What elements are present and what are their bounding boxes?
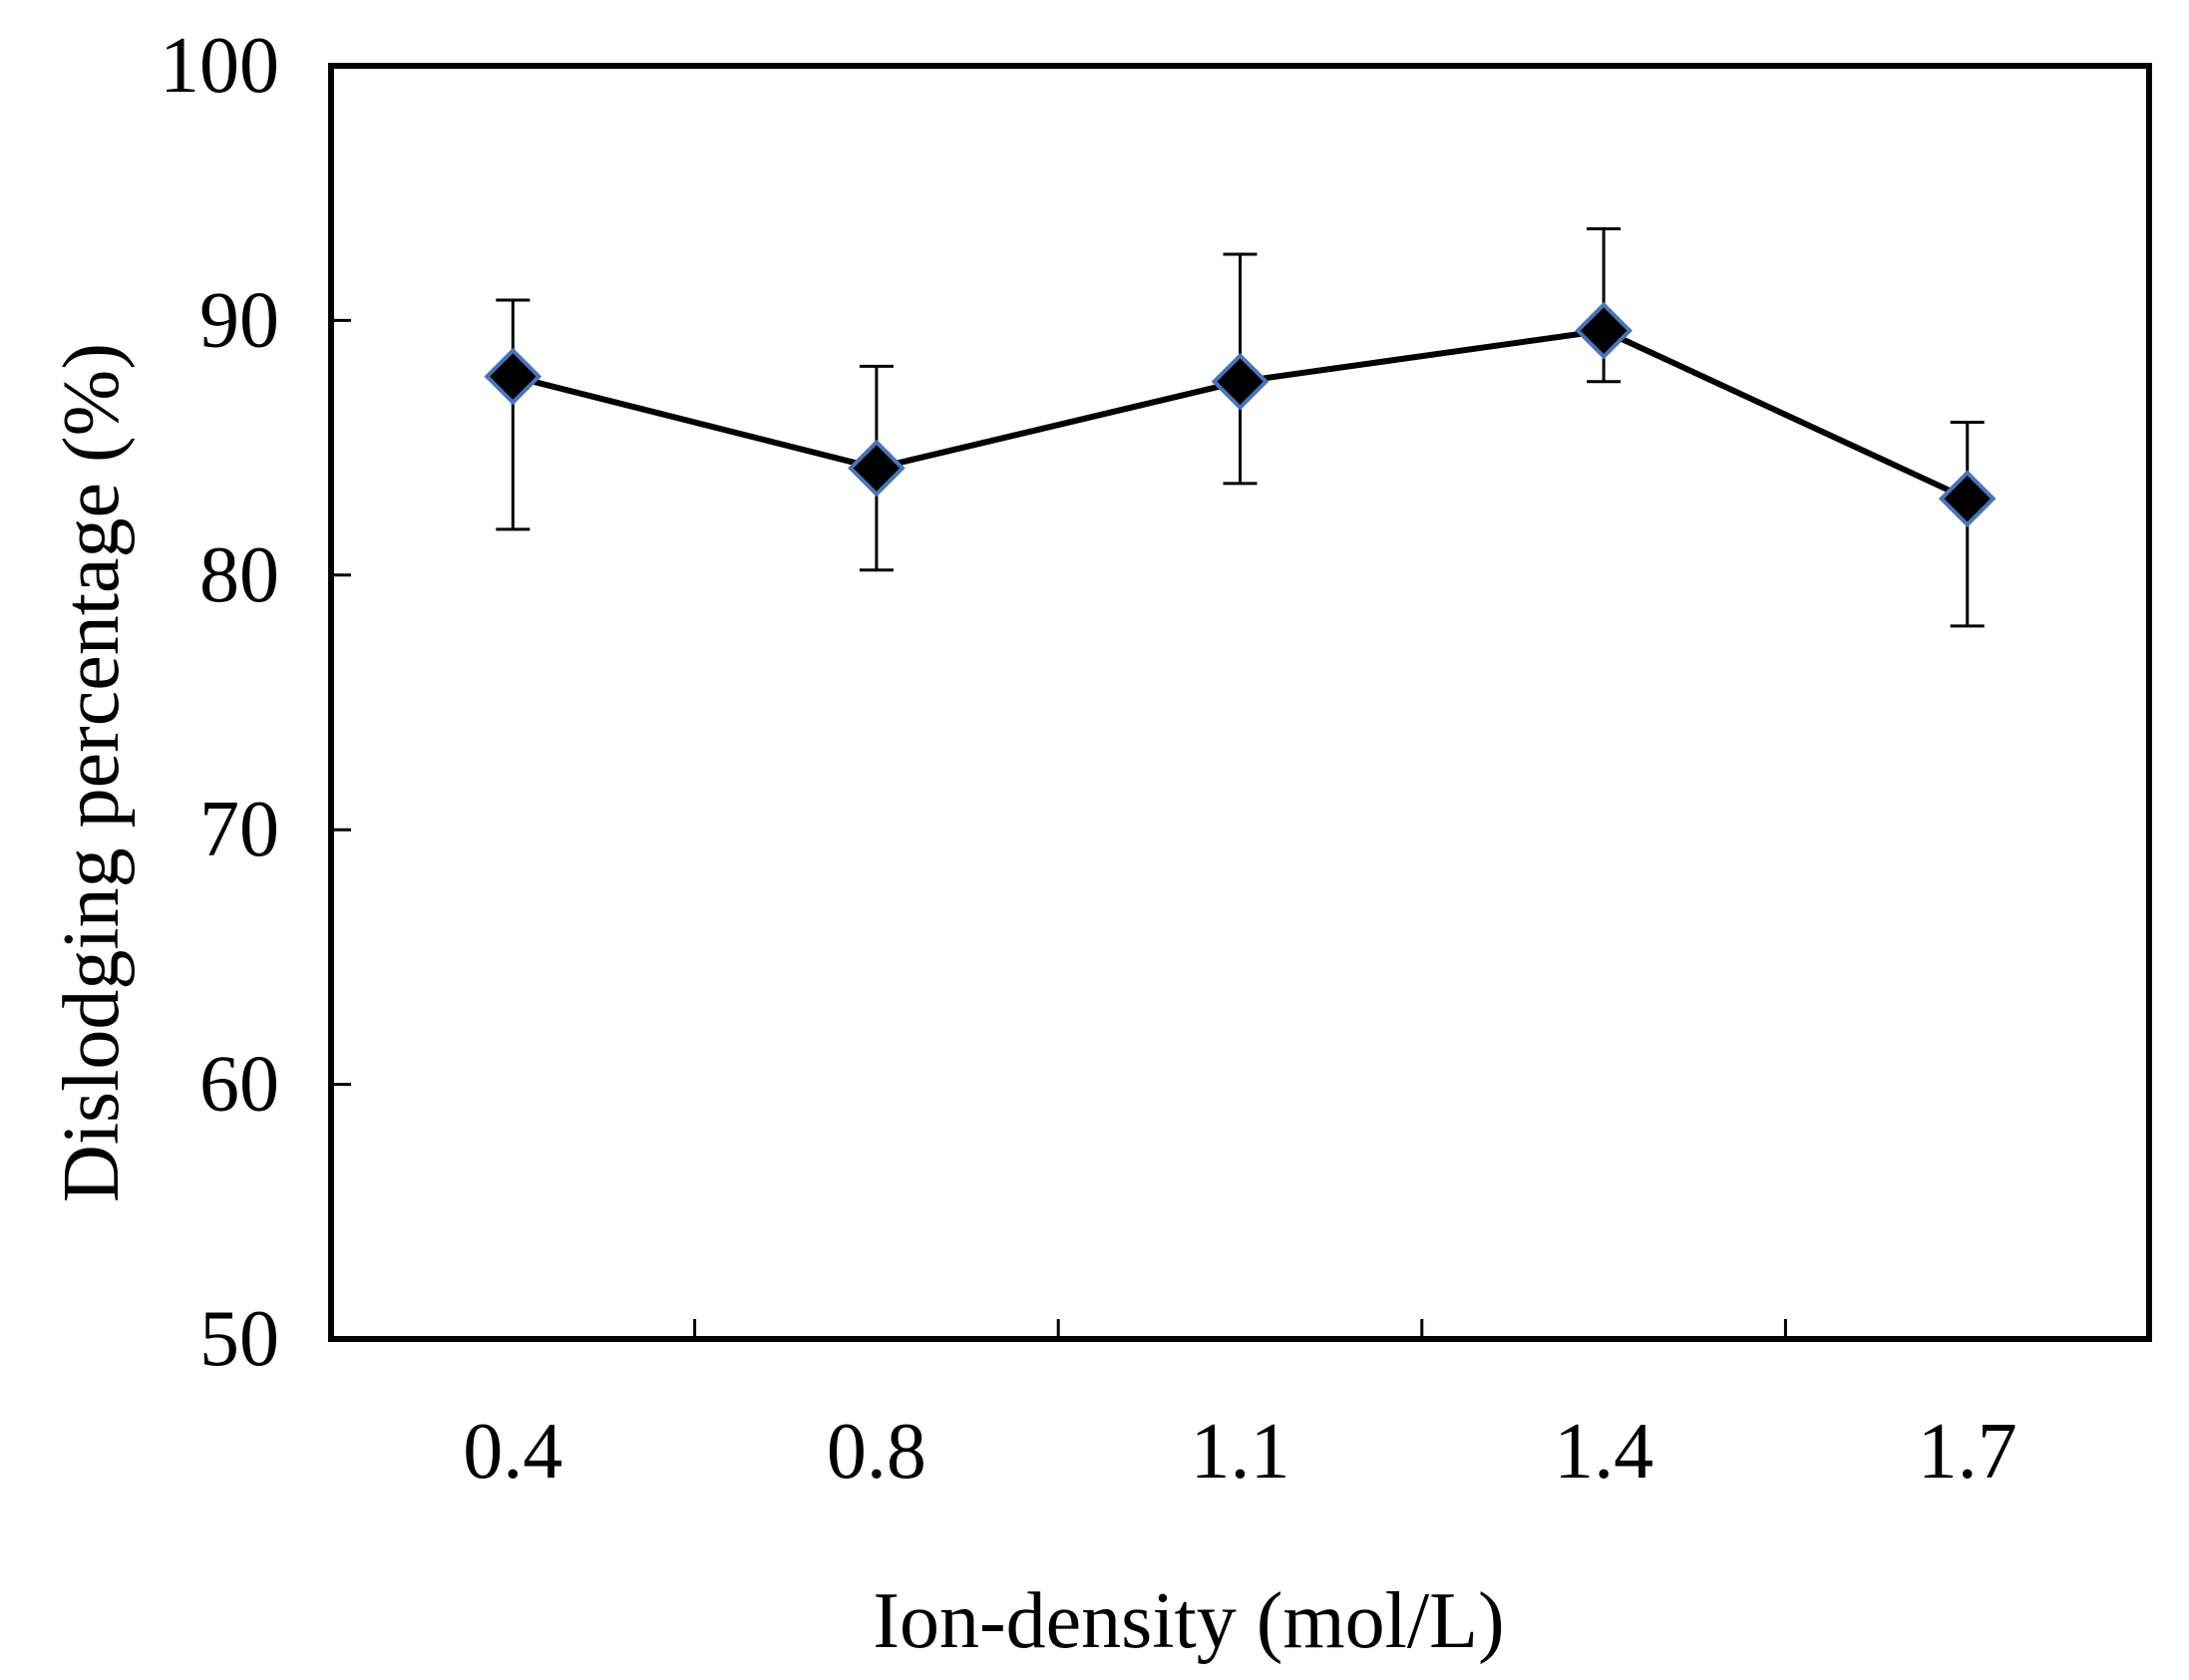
plot-area-frame	[328, 63, 2152, 1342]
x-tick-label: 1.7	[1918, 1408, 2017, 1496]
x-tick-label: 1.1	[1191, 1408, 1290, 1496]
y-axis-title: Dislodging percentage (%)	[48, 343, 136, 1202]
series-group	[484, 226, 1997, 628]
data-point-marker	[848, 439, 906, 498]
data-point-marker	[1575, 301, 1633, 360]
data-point-marker	[484, 347, 543, 406]
data-point-marker	[1211, 352, 1270, 411]
x-tick-label: 0.4	[463, 1408, 562, 1496]
y-tick-label: 70	[199, 786, 279, 873]
x-axis-ticks	[693, 1319, 1787, 1339]
x-axis-tick-labels: 0.4 0.8 1.1 1.4 1.7	[463, 1408, 2016, 1496]
y-axis-tick-labels: 50 60 70 80 90 100	[160, 22, 351, 1383]
x-tick-label: 1.4	[1554, 1408, 1653, 1496]
x-tick-label: 0.8	[827, 1408, 926, 1496]
error-bar	[496, 298, 531, 531]
y-tick-label: 50	[199, 1295, 279, 1383]
y-tick-label: 60	[199, 1041, 279, 1129]
y-tick-label: 100	[160, 22, 279, 110]
series-layer	[484, 226, 1997, 628]
y-tick-label: 80	[199, 531, 279, 619]
x-axis-title: Ion-density (mol/L)	[873, 1577, 1504, 1665]
data-point-marker	[1938, 470, 1997, 528]
y-tick-label: 90	[199, 276, 279, 364]
